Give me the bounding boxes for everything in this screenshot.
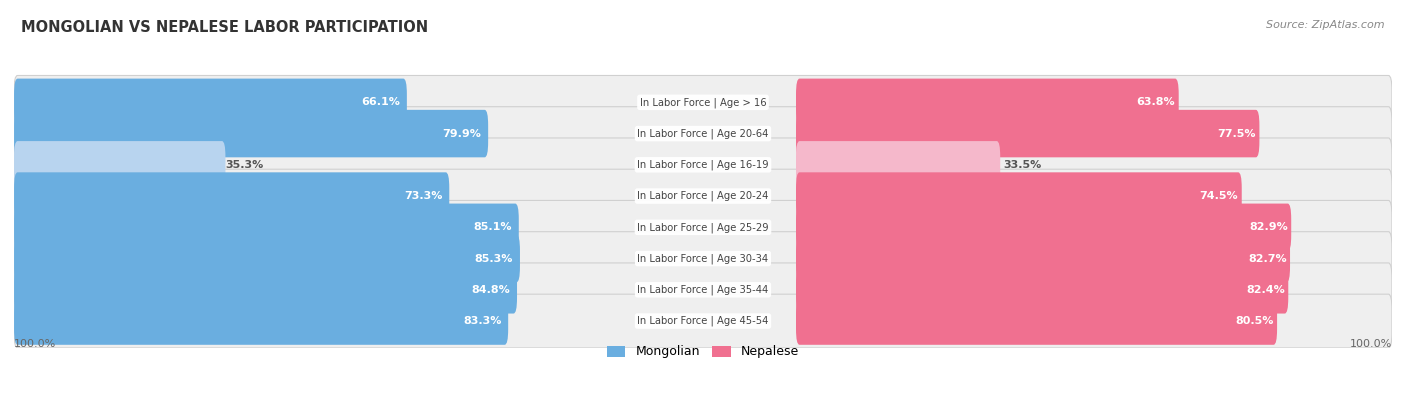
Text: 80.5%: 80.5%	[1236, 316, 1274, 326]
Text: In Labor Force | Age 45-54: In Labor Force | Age 45-54	[637, 316, 769, 326]
Text: In Labor Force | Age 16-19: In Labor Force | Age 16-19	[637, 160, 769, 170]
FancyBboxPatch shape	[14, 141, 225, 188]
FancyBboxPatch shape	[14, 266, 517, 314]
Text: 63.8%: 63.8%	[1136, 97, 1175, 107]
FancyBboxPatch shape	[14, 200, 1392, 254]
Text: 77.5%: 77.5%	[1218, 129, 1256, 139]
Text: In Labor Force | Age 20-24: In Labor Force | Age 20-24	[637, 191, 769, 201]
FancyBboxPatch shape	[796, 79, 1178, 126]
Text: MONGOLIAN VS NEPALESE LABOR PARTICIPATION: MONGOLIAN VS NEPALESE LABOR PARTICIPATIO…	[21, 20, 429, 35]
Text: In Labor Force | Age 20-64: In Labor Force | Age 20-64	[637, 128, 769, 139]
FancyBboxPatch shape	[14, 172, 450, 220]
FancyBboxPatch shape	[14, 138, 1392, 192]
FancyBboxPatch shape	[14, 297, 508, 345]
Text: In Labor Force | Age 35-44: In Labor Force | Age 35-44	[637, 284, 769, 295]
Text: Source: ZipAtlas.com: Source: ZipAtlas.com	[1267, 20, 1385, 30]
Text: 82.4%: 82.4%	[1246, 285, 1285, 295]
FancyBboxPatch shape	[14, 235, 520, 282]
FancyBboxPatch shape	[796, 110, 1260, 157]
Text: 33.5%: 33.5%	[1004, 160, 1042, 170]
Text: 82.7%: 82.7%	[1249, 254, 1286, 263]
Legend: Mongolian, Nepalese: Mongolian, Nepalese	[602, 340, 804, 363]
FancyBboxPatch shape	[796, 235, 1291, 282]
Text: In Labor Force | Age 25-29: In Labor Force | Age 25-29	[637, 222, 769, 233]
FancyBboxPatch shape	[14, 232, 1392, 286]
Text: 85.3%: 85.3%	[475, 254, 513, 263]
Text: 83.3%: 83.3%	[463, 316, 502, 326]
FancyBboxPatch shape	[796, 297, 1277, 345]
FancyBboxPatch shape	[14, 263, 1392, 317]
Text: 66.1%: 66.1%	[361, 97, 399, 107]
Text: 79.9%: 79.9%	[443, 129, 481, 139]
FancyBboxPatch shape	[14, 107, 1392, 160]
Text: 35.3%: 35.3%	[225, 160, 264, 170]
FancyBboxPatch shape	[796, 266, 1288, 314]
Text: 85.1%: 85.1%	[474, 222, 512, 232]
FancyBboxPatch shape	[14, 79, 406, 126]
FancyBboxPatch shape	[796, 203, 1291, 251]
Text: 100.0%: 100.0%	[14, 339, 56, 350]
Text: In Labor Force | Age 30-34: In Labor Force | Age 30-34	[637, 253, 769, 264]
Text: In Labor Force | Age > 16: In Labor Force | Age > 16	[640, 97, 766, 107]
FancyBboxPatch shape	[14, 75, 1392, 129]
Text: 73.3%: 73.3%	[404, 191, 443, 201]
Text: 100.0%: 100.0%	[1350, 339, 1392, 350]
FancyBboxPatch shape	[796, 172, 1241, 220]
FancyBboxPatch shape	[14, 203, 519, 251]
Text: 74.5%: 74.5%	[1199, 191, 1239, 201]
FancyBboxPatch shape	[14, 169, 1392, 223]
FancyBboxPatch shape	[14, 294, 1392, 348]
Text: 82.9%: 82.9%	[1249, 222, 1288, 232]
Text: 84.8%: 84.8%	[471, 285, 510, 295]
FancyBboxPatch shape	[14, 110, 488, 157]
FancyBboxPatch shape	[796, 141, 1000, 188]
